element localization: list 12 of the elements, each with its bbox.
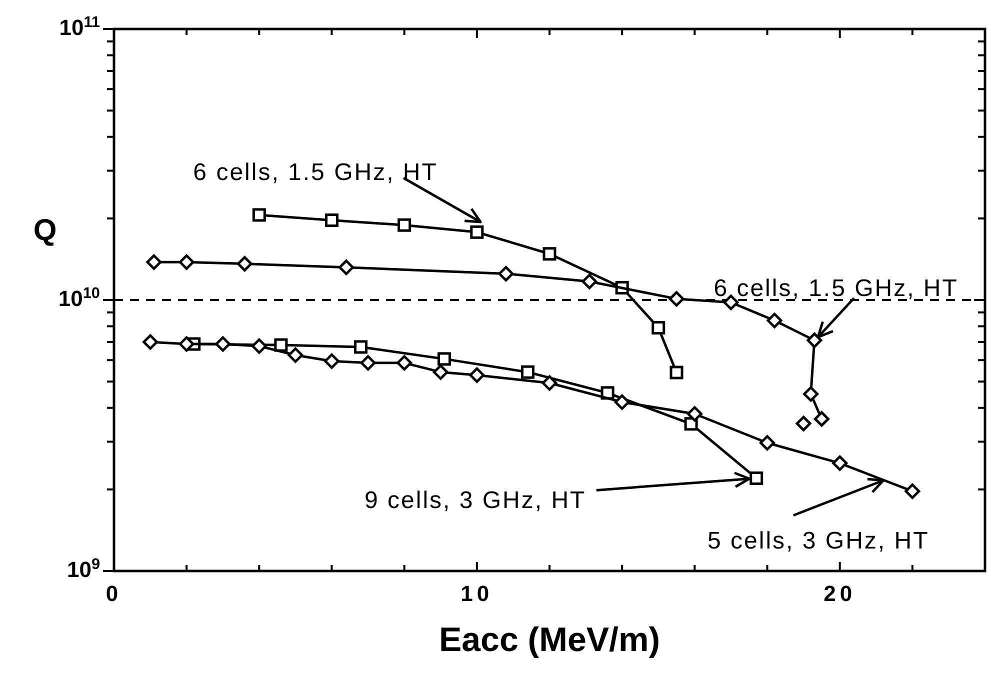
x-axis-title: Eacc (MeV/m) bbox=[438, 621, 660, 659]
y-tick-label: 10$^{11}$ bbox=[59, 14, 100, 40]
y-axis-title: Q bbox=[33, 214, 57, 247]
y-tick-label: 10$^{10}$ bbox=[58, 284, 100, 311]
annotation: 6 cells, 1.5 GHz, HT bbox=[193, 159, 438, 186]
x-tick-label: 20 bbox=[824, 581, 856, 606]
annotation: 5 cells, 3 GHz, HT bbox=[708, 527, 930, 554]
x-tick-label: 10 bbox=[460, 581, 494, 606]
x-tick-label: 0 bbox=[106, 581, 122, 606]
annotation: 9 cells, 3 GHz, HT bbox=[364, 487, 586, 514]
y-tick-label: 10$^{9}$ bbox=[66, 556, 100, 582]
annotation: 6 cells, 1.5 GHz, HT bbox=[714, 275, 958, 302]
